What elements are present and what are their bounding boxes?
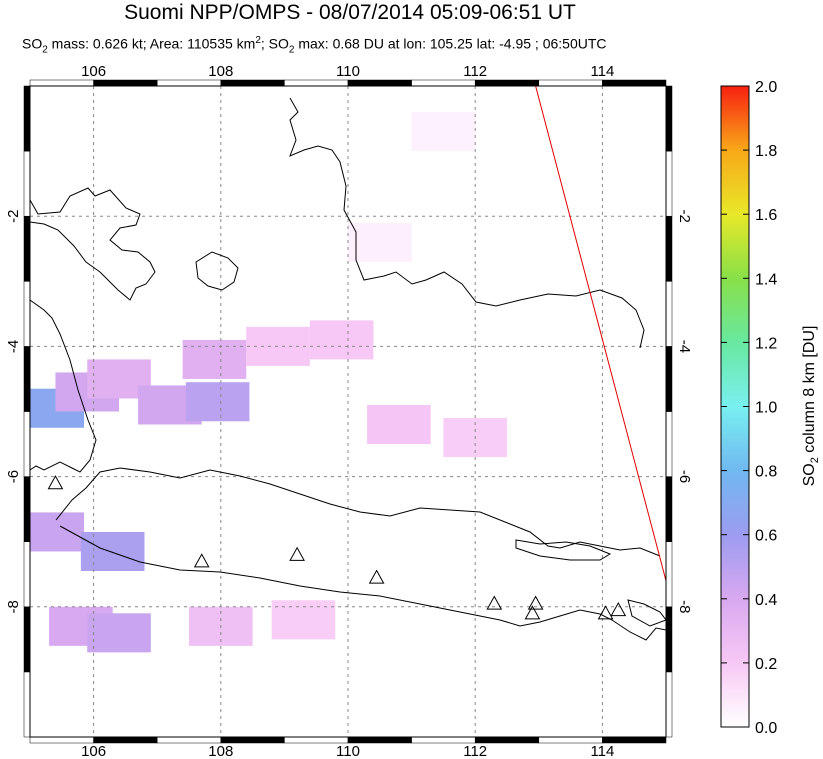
- x-tick-label-bottom: 106: [81, 743, 106, 759]
- left-bar-segment: [23, 671, 31, 738]
- colorbar-tick-label: 0.8: [755, 464, 777, 481]
- so2-pixel: [367, 404, 431, 445]
- right-bar-segment: [665, 281, 673, 347]
- right-bar-segment: [665, 150, 673, 217]
- y-tick-label-right: -8: [676, 600, 693, 613]
- left-bar-segment: [23, 85, 31, 152]
- right-bar-segment: [665, 215, 673, 282]
- so2-pixel: [185, 382, 250, 422]
- x-tick-label-bottom: 110: [336, 743, 360, 759]
- right-bar-segment: [665, 671, 673, 738]
- colorbar-tick-label: 1.4: [755, 271, 777, 288]
- top-bar-segment: [284, 79, 349, 87]
- volcano-triangle-icon: [610, 602, 627, 617]
- left-bar-segment: [23, 411, 31, 477]
- madura-island: [515, 539, 612, 561]
- y-tick-label-left: -8: [5, 600, 22, 613]
- x-tick-label-bottom: 114: [590, 743, 614, 759]
- colorbar-tick-label: 1.8: [755, 143, 777, 160]
- borneo-coast: [289, 97, 645, 349]
- so2-pixel: [309, 320, 374, 360]
- colorbar-tick-label: 0.2: [755, 656, 777, 673]
- top-bar-segment: [156, 79, 222, 87]
- so2-pixel-layer: [30, 112, 507, 653]
- bali-island: [627, 599, 666, 627]
- volcano-triangle-icon: [289, 546, 305, 561]
- right-bar-segment: [665, 85, 673, 152]
- colorbar-tick-label: 2.0: [755, 79, 777, 96]
- x-tick-label-bottom: 108: [208, 743, 233, 759]
- x-tick-label-top: 108: [208, 63, 233, 80]
- java-north-coast: [55, 467, 661, 557]
- volcano-triangle-icon: [486, 595, 503, 610]
- top-bar-segment: [347, 79, 412, 87]
- top-bar-segment: [538, 79, 603, 87]
- orbit-edge-line: [535, 85, 667, 581]
- right-bar-segment: [665, 476, 673, 542]
- sumatra-south-coast: [30, 299, 97, 473]
- left-bar-segment: [23, 476, 31, 542]
- so2-pixel: [411, 112, 476, 152]
- x-tick-label-top: 112: [463, 63, 487, 80]
- x-tick-labels: 106 106 108 108 110 110 112 112 114 114: [81, 63, 614, 759]
- so2-pixel: [80, 531, 145, 571]
- left-bar-segment: [23, 281, 31, 347]
- colorbar-tick-label: 1.0: [755, 400, 777, 417]
- volcano-triangle-icon: [524, 605, 541, 620]
- colorbar-ticks: 0.0 0.2 0.4 0.6 0.8 1.0 1.2 1.4 1.6 1.8 2.0: [721, 79, 777, 737]
- chart-title: Suomi NPP/OMPS - 08/07/2014 05:09-06:51 …: [124, 1, 576, 24]
- volcano-triangle-icon: [368, 569, 385, 584]
- so2-pixel: [87, 613, 151, 653]
- y-tick-label-left: -6: [5, 470, 22, 483]
- map-border-bars: [23, 79, 673, 744]
- colorbar-tick-label: 0.6: [755, 528, 777, 545]
- colorbar-tick-label: 0.4: [755, 592, 777, 609]
- left-bar-segment: [23, 215, 31, 282]
- java-south-coast: [59, 525, 666, 641]
- bangka-island: [195, 251, 239, 291]
- x-tick-label-bottom: 112: [463, 743, 487, 759]
- y-tick-label-right: -4: [676, 340, 693, 353]
- colorbar-tick-label: 1.6: [755, 207, 777, 224]
- top-bar-segment: [474, 79, 540, 87]
- y-tick-labels: -2 -2 -4 -4 -6 -6 -8 -8: [5, 210, 693, 614]
- left-bar-segment: [23, 606, 31, 673]
- left-bar-segment: [23, 541, 31, 608]
- volcano-triangle-icon: [193, 553, 210, 568]
- colorbar-tick-label: 0.0: [755, 720, 777, 737]
- x-tick-label-top: 106: [81, 63, 106, 80]
- colorbar-tick-label: 1.2: [755, 335, 777, 352]
- y-tick-label-right: -2: [676, 210, 693, 223]
- colorbar-label: SO2 column 8 km [DU]: [801, 326, 821, 487]
- top-bar-segment: [93, 79, 158, 87]
- x-tick-label-top: 110: [336, 63, 360, 80]
- right-bar-segment: [665, 606, 673, 673]
- y-tick-label-left: -2: [5, 210, 22, 223]
- right-bar-segment: [665, 541, 673, 608]
- x-tick-label-top: 114: [590, 63, 614, 80]
- grid-lines: [30, 86, 666, 737]
- volcano-triangle-icon: [597, 605, 614, 620]
- so2-pixel: [348, 222, 412, 262]
- so2-pixel: [271, 600, 336, 640]
- top-bar-segment: [29, 79, 94, 87]
- chart-subtitle: SO2 mass: 0.626 kt; Area: 110535 km2; SO…: [22, 35, 607, 56]
- right-bar-segment: [665, 346, 673, 412]
- y-tick-label-left: -4: [5, 340, 22, 353]
- left-bar-segment: [23, 150, 31, 217]
- top-bar-segment: [411, 79, 476, 87]
- volcano-triangle-icon: [527, 595, 544, 610]
- volcano-triangle-icon: [47, 475, 64, 490]
- so2-pixel: [182, 339, 247, 379]
- left-bar-segment: [23, 346, 31, 412]
- volcano-markers: [47, 475, 627, 620]
- coastlines: [30, 97, 666, 641]
- map-frame: [29, 85, 667, 738]
- right-bar-segment: [665, 411, 673, 477]
- sumatra-coast: [30, 187, 156, 301]
- y-tick-label-right: -6: [676, 470, 693, 483]
- top-bar-segment: [220, 79, 285, 87]
- top-bar-segment: [602, 79, 667, 87]
